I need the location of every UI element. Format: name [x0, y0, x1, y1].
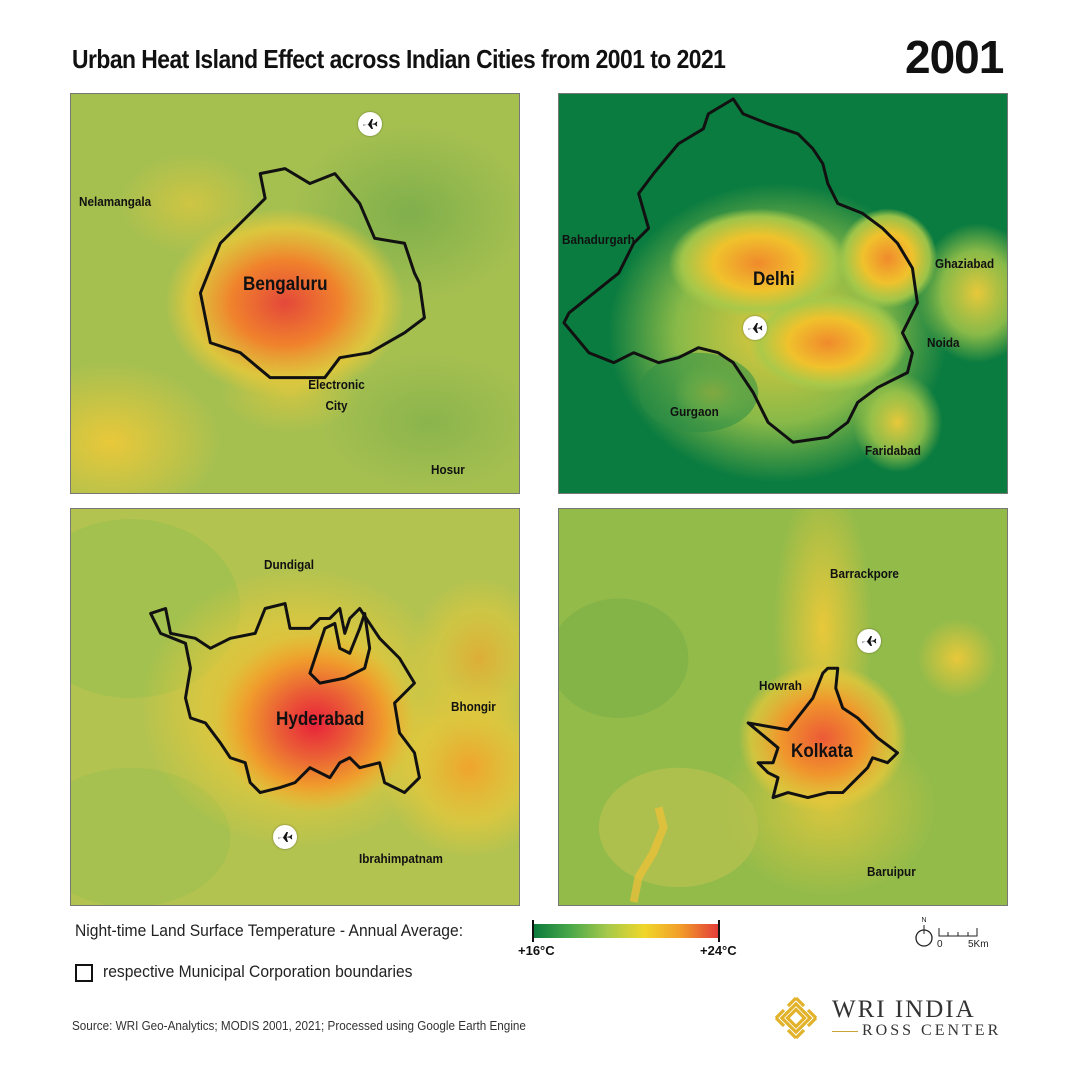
scale-zero-label: 0	[937, 939, 943, 950]
place-label-baruipur: Baruipur	[867, 864, 916, 879]
place-label-gurgaon: Gurgaon	[670, 404, 719, 419]
place-label-dundigal: Dundigal	[264, 557, 315, 572]
city-label-hyderabad: Hyderabad	[276, 709, 365, 730]
temperature-color-ramp	[532, 920, 720, 942]
airplane-icon	[358, 112, 382, 136]
legend-max-label: +24°C	[700, 943, 737, 958]
place-label-hosur: Hosur	[431, 462, 465, 477]
place-label-nelamangala: Nelamangala	[79, 194, 152, 209]
source-note: Source: WRI Geo-Analytics; MODIS 2001, 2…	[72, 1018, 526, 1033]
north-label: N	[921, 917, 926, 924]
place-label-bhongir: Bhongir	[451, 699, 496, 714]
map-panel-hyderabad: Hyderabad Dundigal Bhongir Ibrahimpatnam	[70, 508, 520, 906]
scale-distance-label: 5Km	[968, 939, 989, 950]
page-title: Urban Heat Island Effect across Indian C…	[72, 44, 726, 74]
heat-map-kolkata	[559, 509, 1007, 905]
place-label-bahadurgarh: Bahadurgarh	[562, 232, 635, 247]
map-panel-bengaluru: Bengaluru Nelamangala Electronic City Ho…	[70, 93, 520, 494]
place-label-ghaziabad: Ghaziabad	[935, 256, 995, 271]
legend-lst-label: Night-time Land Surface Temperature - An…	[75, 921, 464, 940]
place-label-howrah: Howrah	[759, 678, 802, 693]
city-label-delhi: Delhi	[753, 269, 795, 290]
heat-map-delhi	[559, 94, 1007, 493]
airplane-icon	[857, 629, 881, 653]
legend-boundary-label: respective Municipal Corporation boundar…	[103, 962, 413, 981]
boundary-swatch	[75, 964, 93, 982]
legend-min-label: +16°C	[518, 943, 555, 958]
ross-center-text: ROSS CENTER	[862, 1022, 1002, 1039]
map-panel-kolkata: Kolkata Barrackpore Howrah Baruipur	[558, 508, 1008, 906]
year-label: 2001	[905, 31, 1004, 83]
city-label-kolkata: Kolkata	[791, 741, 853, 762]
city-label-bengaluru: Bengaluru	[243, 274, 328, 295]
place-label-electronic-city: Electronic City	[308, 377, 365, 413]
airplane-icon	[743, 316, 767, 340]
heat-map-bengaluru	[71, 94, 519, 493]
place-label-ibrahimpatnam: Ibrahimpatnam	[359, 851, 443, 866]
logo-divider	[832, 1031, 858, 1032]
place-label-faridabad: Faridabad	[865, 443, 921, 458]
place-label-noida: Noida	[927, 335, 960, 350]
map-panel-delhi: Delhi Bahadurgarh Ghaziabad Noida Gurgao…	[558, 93, 1008, 494]
wri-logo-icon	[774, 996, 818, 1040]
north-arrow-icon: N	[915, 917, 933, 947]
wri-logo-text: WRI INDIA	[832, 996, 976, 1023]
airplane-icon	[273, 825, 297, 849]
place-label-barrackpore: Barrackpore	[830, 566, 899, 581]
scale-bar	[938, 928, 978, 937]
